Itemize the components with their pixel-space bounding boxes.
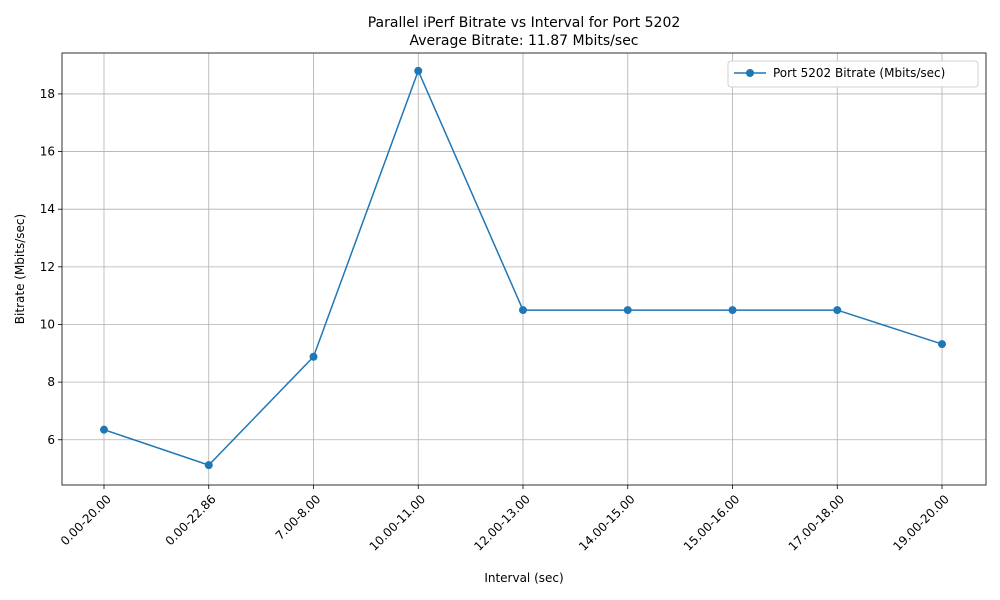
x-tick-label: 15.00-16.00 (681, 492, 743, 554)
x-tick-label: 0.00-22.86 (163, 492, 219, 548)
x-tick-label: 14.00-15.00 (576, 492, 638, 554)
y-tick-label: 16 (40, 145, 55, 159)
y-axis-label: Bitrate (Mbits/sec) (13, 214, 27, 324)
x-axis-label: Interval (sec) (484, 571, 563, 585)
chart-subtitle: Average Bitrate: 11.87 Mbits/sec (409, 33, 638, 49)
legend-box (727, 60, 979, 88)
y-tick-label: 10 (40, 317, 55, 331)
y-tick-label: 8 (47, 375, 55, 389)
x-tick-label: 12.00-13.00 (471, 492, 533, 554)
y-tick-label: 14 (40, 202, 55, 216)
data-point (309, 352, 318, 361)
data-point (623, 306, 632, 315)
data-point (728, 306, 737, 315)
x-tick-label: 17.00-18.00 (786, 492, 848, 554)
x-tick-label: 7.00-8.00 (273, 492, 324, 543)
y-axis-ticks: 6 8 10 12 14 16 18 (40, 87, 62, 447)
grid (62, 53, 986, 485)
data-point (414, 66, 423, 75)
legend-label: Port 5202 Bitrate (Mbits/sec) (773, 66, 945, 80)
data-point (519, 306, 527, 315)
x-tick-label: 10.00-11.00 (367, 492, 429, 554)
y-tick-label: 12 (40, 260, 55, 274)
legend: Port 5202 Bitrate (Mbits/sec) (727, 60, 979, 88)
data-point (100, 425, 108, 434)
legend-marker-swatch (746, 69, 754, 77)
data-point (833, 306, 842, 315)
x-axis-ticks: 0.00-20.00 0.00-22.86 7.00-8.00 10.00-11.00… (58, 485, 952, 554)
x-tick-label: 19.00-20.00 (890, 492, 952, 554)
data-point (938, 340, 946, 349)
x-tick-label: 0.00-20.00 (58, 492, 114, 548)
y-tick-label: 18 (40, 87, 55, 101)
plot-frame (61, 52, 987, 486)
data-point (204, 461, 213, 470)
y-tick-label: 6 (47, 433, 55, 447)
chart-title: Parallel iPerf Bitrate vs Interval for P… (368, 15, 681, 31)
series-layer (100, 66, 946, 470)
